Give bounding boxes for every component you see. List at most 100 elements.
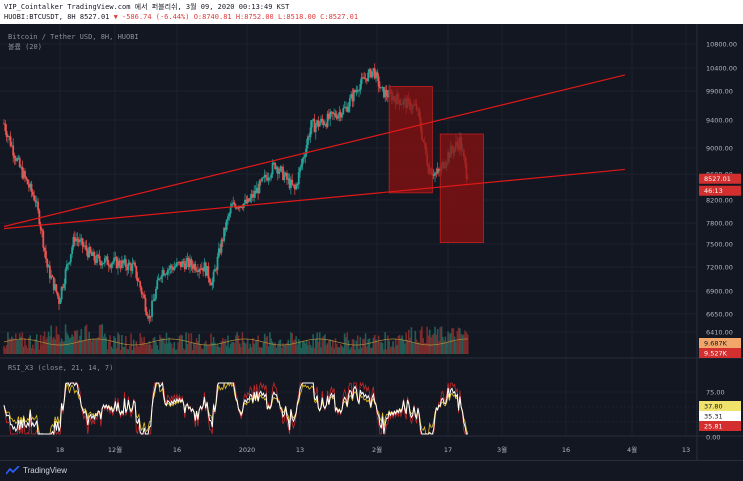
volume-bar [140, 337, 143, 354]
volume-bar [330, 346, 333, 354]
volume-bar [20, 336, 22, 354]
volume-bar [13, 339, 16, 354]
rsi-value-label: 35.31 [704, 413, 723, 421]
volume-ma-line [3, 338, 468, 346]
time-tick-label: 16 [562, 446, 570, 454]
candle-body [124, 259, 127, 268]
volume-bar [97, 336, 100, 354]
candle-body [257, 187, 260, 194]
volume-bar [341, 345, 343, 354]
candle-body [305, 144, 308, 155]
candle-body [236, 207, 239, 209]
candle-body [97, 254, 100, 256]
volume-bar [388, 340, 390, 354]
chart-svg[interactable]: 10800.0010400.009900.009400.009000.00860… [0, 24, 743, 460]
volume-bar [106, 349, 109, 354]
candle-body [250, 194, 253, 198]
countdown-label: 46:13 [704, 187, 723, 195]
price-tick-label: 6410.00 [706, 329, 733, 337]
candle-body [177, 262, 180, 264]
volume-bar [358, 348, 360, 354]
volume-bar [242, 341, 245, 354]
time-tick-label: 13 [296, 446, 304, 454]
chart-area[interactable]: 10800.0010400.009900.009400.009000.00860… [0, 24, 743, 460]
candle-body [367, 72, 370, 82]
candle-body [54, 284, 56, 290]
axes: 10800.0010400.009900.009400.009000.00860… [0, 24, 743, 460]
volume-bar [333, 348, 335, 354]
candle-body [289, 179, 292, 189]
volume-bar [203, 343, 206, 354]
volume-label-bg [699, 348, 741, 358]
volume-bar [286, 342, 288, 354]
volume-bar [321, 337, 324, 354]
candle-body [58, 296, 60, 304]
candle-body [434, 172, 436, 176]
volume-bar [224, 338, 227, 354]
volume-bar [83, 340, 85, 354]
candle-body [30, 183, 33, 192]
candle-body [326, 113, 329, 127]
rsi-value-label-bg [699, 401, 741, 411]
candle-body [215, 269, 218, 271]
candle-body [196, 270, 199, 272]
publish-info: VIP_Cointalker TradingView.com 에서 퍼블리쉬, … [4, 3, 290, 11]
candle-body [182, 261, 185, 264]
volume-bar [204, 340, 207, 354]
candle-body [217, 248, 220, 257]
volume-bar [88, 331, 90, 354]
volume-bar [305, 340, 308, 354]
candle-body [258, 180, 261, 194]
candle-body [83, 246, 85, 248]
candle-body [330, 111, 333, 113]
volume-bar [210, 333, 212, 354]
candle-body [102, 262, 105, 264]
candle-body [308, 136, 311, 138]
volume-bar [153, 337, 156, 354]
candle-body [342, 108, 345, 114]
candle-body [270, 174, 273, 178]
candle-body [86, 250, 89, 258]
candle-body [148, 315, 151, 319]
volume-bar [406, 339, 409, 354]
candle-body [252, 194, 254, 198]
publish-header: VIP_Cointalker TradingView.com 에서 퍼블리쉬, … [0, 0, 743, 24]
volume-bars [3, 324, 469, 354]
volume-bar [208, 345, 211, 354]
candle-body [17, 157, 20, 159]
candle-body [123, 259, 126, 264]
volume-bar [256, 339, 258, 354]
candle-body [155, 288, 157, 299]
candle-body [219, 248, 222, 253]
candle-body [33, 195, 36, 201]
volume-legend: 볼륨 (20) [8, 43, 42, 51]
volume-bar [389, 347, 392, 354]
volume-bar [142, 341, 144, 354]
candle-body [232, 202, 235, 204]
volume-bar [312, 334, 314, 354]
volume-bar [335, 343, 338, 354]
high-value: H:8752.00 [235, 13, 274, 21]
volume-bar [143, 336, 145, 354]
price-tick-label: 10400.00 [706, 65, 737, 73]
candle-body [383, 87, 385, 98]
candle-body [255, 187, 258, 194]
candle-body [354, 90, 356, 93]
candle-body [84, 245, 87, 247]
tradingview-logo[interactable]: TradingView [6, 466, 67, 475]
volume-bar [413, 343, 415, 354]
candle-body [229, 207, 232, 214]
candle-body [169, 265, 172, 269]
volume-bar [215, 345, 218, 354]
candle-body [292, 184, 295, 186]
candle-body [265, 174, 267, 178]
candle-body [211, 282, 214, 286]
volume-bar [283, 345, 286, 354]
candle-body [245, 199, 248, 204]
candle-body [179, 261, 182, 268]
volume-bar [410, 327, 413, 354]
trendline [3, 74, 626, 228]
candle-body [261, 177, 263, 182]
candle-body [143, 294, 146, 298]
candle-body [279, 166, 282, 172]
